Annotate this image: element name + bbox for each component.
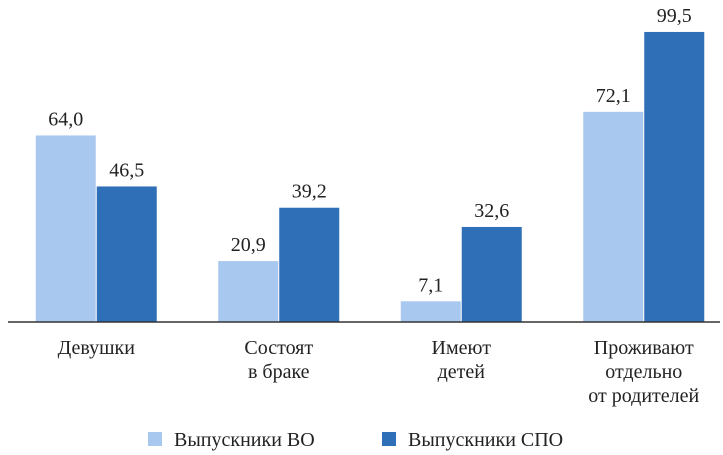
- x-tick-label: Имеют детей: [431, 337, 491, 383]
- x-tick-label: Проживают отдельно от родителей: [588, 337, 700, 407]
- bar: [461, 226, 522, 322]
- value-label: 46,5: [109, 159, 144, 181]
- legend-label: Выпускники СПО: [408, 429, 563, 451]
- bar: [96, 186, 157, 322]
- x-tick-label: Состоят в браке: [244, 337, 314, 383]
- bar: [279, 207, 340, 322]
- bar: [218, 261, 279, 322]
- x-tick-label: Девушки: [57, 337, 135, 359]
- value-label: 39,2: [292, 181, 327, 203]
- bar: [400, 301, 461, 322]
- value-label: 20,9: [231, 234, 266, 256]
- value-label: 99,5: [657, 5, 692, 27]
- bar: [644, 31, 705, 323]
- value-label: 72,1: [596, 85, 631, 107]
- bar: [583, 111, 644, 323]
- value-label: 64,0: [48, 108, 83, 130]
- bar: [35, 135, 96, 322]
- value-label: 32,6: [474, 200, 509, 222]
- value-label: 7,1: [418, 274, 443, 296]
- legend-swatch: [382, 432, 396, 446]
- legend-label: Выпускники ВО: [174, 429, 315, 451]
- legend-swatch: [148, 432, 162, 446]
